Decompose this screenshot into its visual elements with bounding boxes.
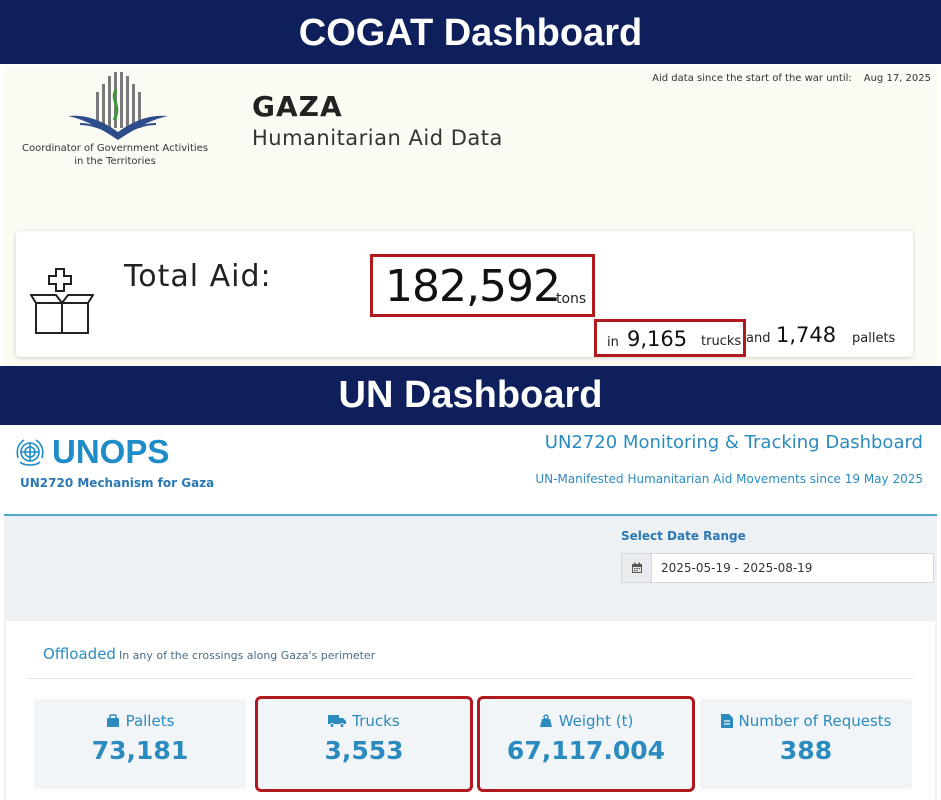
- un-emblem-icon: [16, 439, 44, 466]
- stat-card-pallets: Pallets 73,181: [34, 699, 246, 789]
- cogat-dashboard: Coordinator of Government Activities in …: [4, 66, 937, 366]
- in-label: in: [607, 335, 619, 350]
- stat-value-trucks: 3,553: [324, 736, 404, 765]
- aid-since-text: Aid data since the start of the war unti…: [652, 73, 931, 84]
- calendar-button[interactable]: [622, 554, 652, 582]
- pallets-icon: [106, 714, 119, 727]
- panel-divider: [28, 678, 913, 679]
- stat-label-trucks: Trucks: [352, 712, 400, 730]
- file-icon: [720, 714, 733, 728]
- stat-label-pallets: Pallets: [125, 712, 175, 730]
- stat-label-requests: Number of Requests: [738, 712, 892, 730]
- date-range-value: 2025-05-19 - 2025-08-19: [661, 561, 813, 575]
- since-label: Aid data since the start of the war unti…: [652, 73, 852, 84]
- stat-value-pallets: 73,181: [91, 736, 189, 765]
- total-tons-unit: tons: [556, 291, 587, 307]
- stat-card-requests: Number of Requests 388: [700, 699, 912, 789]
- stat-value-requests: 388: [779, 736, 833, 765]
- calendar-icon: [631, 562, 642, 573]
- pallets-value: 1,748: [776, 323, 837, 347]
- offloaded-label: Offloaded: [43, 645, 116, 663]
- and-label: and: [746, 331, 771, 346]
- total-aid-card: Total Aid: 182,592 tons in 9,165 trucks …: [16, 231, 913, 357]
- stat-label-row: Trucks: [258, 712, 470, 730]
- offloaded-heading: Offloaded In any of the crossings along G…: [43, 645, 375, 663]
- un-dashboard: UNOPS UN2720 Mechanism for Gaza UN2720 M…: [4, 425, 937, 800]
- stat-value-weight: 67,117.004: [506, 736, 666, 765]
- stat-card-trucks: Trucks 3,553: [255, 696, 473, 792]
- stat-label-row: Number of Requests: [700, 712, 912, 730]
- truck-icon: [328, 715, 347, 728]
- un-banner: UN Dashboard: [0, 366, 941, 425]
- total-tons-highlight: 182,592 tons: [370, 254, 595, 317]
- org-line-2: in the Territories: [74, 156, 156, 167]
- stat-label-row: Weight (t): [480, 712, 692, 730]
- aid-box-icon: [30, 268, 94, 334]
- cogat-logo-icon: [68, 72, 168, 140]
- mechanism-label: UN2720 Mechanism for Gaza: [20, 476, 215, 490]
- cogat-org-name: Coordinator of Government Activities in …: [10, 142, 220, 168]
- offloaded-panel: Offloaded In any of the crossings along G…: [6, 621, 935, 800]
- offloaded-subtext: In any of the crossings along Gaza's per…: [118, 649, 376, 662]
- date-range-label: Select Date Range: [621, 529, 746, 543]
- stat-label-row: Pallets: [34, 712, 246, 730]
- total-aid-label: Total Aid:: [124, 259, 272, 294]
- since-date: Aug 17, 2025: [863, 73, 931, 84]
- total-tons-value: 182,592: [385, 261, 561, 312]
- date-range-input[interactable]: 2025-05-19 - 2025-08-19: [621, 553, 934, 583]
- cogat-banner: COGAT Dashboard: [0, 0, 941, 66]
- pallets-unit: pallets: [852, 331, 896, 346]
- un-dashboard-title: UN2720 Monitoring & Tracking Dashboard: [544, 432, 923, 453]
- unops-logo: UNOPS: [14, 433, 170, 470]
- stat-label-weight: Weight (t): [558, 712, 634, 730]
- weight-icon: [539, 714, 552, 727]
- trucks-value: 9,165: [627, 327, 688, 351]
- trucks-unit: trucks: [701, 334, 742, 349]
- page-title: GAZA: [252, 90, 343, 123]
- trucks-highlight: in 9,165 trucks: [594, 319, 746, 357]
- org-line-1: Coordinator of Government Activities: [21, 143, 209, 154]
- unops-logo-text: UNOPS: [52, 433, 170, 470]
- stat-card-weight: Weight (t) 67,117.004: [477, 696, 695, 792]
- page-subtitle: Humanitarian Aid Data: [252, 126, 503, 150]
- un-dashboard-subtitle: UN-Manifested Humanitarian Aid Movements…: [535, 472, 923, 486]
- header-divider: [4, 514, 937, 516]
